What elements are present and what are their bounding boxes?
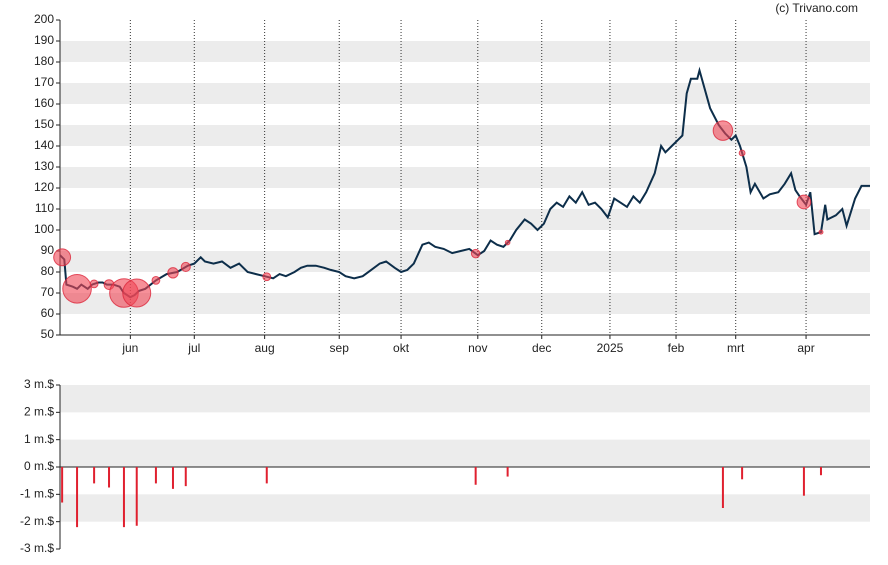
y-tick-label: 50 <box>41 327 55 341</box>
y-tick-label: 140 <box>34 138 54 152</box>
bar <box>135 467 138 526</box>
band <box>60 41 870 62</box>
trade-bubble <box>262 272 272 282</box>
y-tick-label: -1 m.$ <box>20 487 54 501</box>
trade-bubble <box>712 120 734 141</box>
y-tick-label: 180 <box>34 54 54 68</box>
credit: (c) Trivano.com <box>775 1 858 15</box>
bar <box>122 467 125 528</box>
trade-bubble <box>738 149 746 157</box>
y-tick-label: 60 <box>41 306 55 320</box>
x-tick-label: 2025 <box>597 341 624 355</box>
x-tick-label: sep <box>330 341 350 355</box>
bar <box>819 467 822 476</box>
y-tick-label: 110 <box>35 201 54 215</box>
band <box>60 439 870 467</box>
trade-bubble <box>504 239 511 246</box>
y-tick-label: -2 m.$ <box>20 514 54 528</box>
x-tick-label: feb <box>668 341 685 355</box>
bar <box>93 467 96 484</box>
band <box>60 293 870 314</box>
trade-bubble <box>89 279 99 289</box>
x-tick-label: dec <box>532 341 551 355</box>
bar <box>61 467 64 503</box>
bar <box>154 467 157 484</box>
x-tick-label: nov <box>468 341 487 355</box>
y-tick-label: 70 <box>41 285 55 299</box>
band <box>60 83 870 104</box>
band <box>60 125 870 146</box>
bar <box>802 467 805 496</box>
y-tick-label: 100 <box>34 222 54 236</box>
x-tick-label: mrt <box>727 341 745 355</box>
band <box>60 385 870 413</box>
y-tick-label: 170 <box>34 75 54 89</box>
bar <box>171 467 174 489</box>
trade-bubble <box>62 274 92 304</box>
trade-bubble <box>53 248 72 267</box>
bar <box>184 467 187 487</box>
bar <box>721 467 724 508</box>
band <box>60 209 870 230</box>
y-tick-label: 200 <box>34 12 54 26</box>
x-tick-label: jul <box>187 341 200 355</box>
x-tick-label: aug <box>255 341 275 355</box>
trade-bubble <box>818 229 824 235</box>
trade-bubble <box>796 194 812 210</box>
trade-bubble <box>470 248 481 259</box>
y-tick-label: 150 <box>34 117 54 131</box>
y-tick-label: 90 <box>41 243 55 257</box>
x-tick-label: okt <box>393 341 410 355</box>
bar <box>76 467 79 528</box>
bar <box>741 467 744 480</box>
band <box>60 167 870 188</box>
bar <box>506 467 509 477</box>
y-tick-label: 1 m.$ <box>24 432 54 446</box>
y-tick-label: 2 m.$ <box>24 405 54 419</box>
y-tick-label: -3 m.$ <box>20 541 54 555</box>
y-tick-label: 130 <box>34 159 54 173</box>
x-tick-label: jun <box>121 341 138 355</box>
y-tick-label: 160 <box>34 96 54 110</box>
y-tick-label: 0 m.$ <box>24 459 54 473</box>
trade-bubble <box>151 276 161 285</box>
y-tick-label: 120 <box>34 180 54 194</box>
x-tick-label: apr <box>797 341 814 355</box>
y-tick-label: 80 <box>41 264 55 278</box>
trade-bubble <box>167 267 179 279</box>
bar <box>474 467 477 485</box>
band <box>60 251 870 272</box>
trade-bubble <box>180 261 191 273</box>
trade-bubble <box>122 278 152 308</box>
y-tick-label: 3 m.$ <box>24 377 54 391</box>
bar <box>265 467 268 484</box>
y-tick-label: 190 <box>34 33 54 47</box>
bar <box>108 467 111 488</box>
band <box>60 494 870 522</box>
